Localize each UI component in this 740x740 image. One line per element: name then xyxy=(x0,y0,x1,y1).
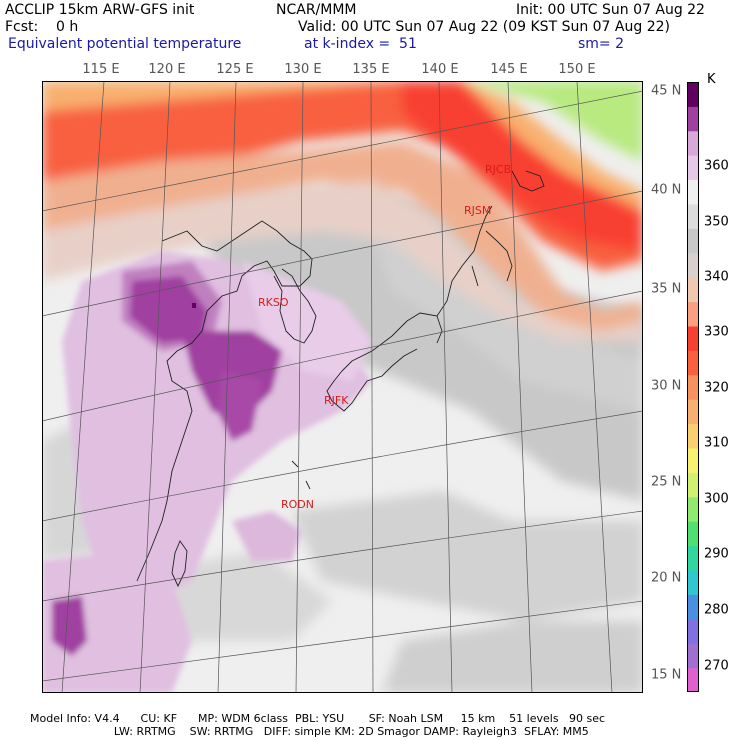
lat-label: 45 N xyxy=(651,83,682,99)
colorbar-segment xyxy=(687,301,699,327)
lon-label: 140 E xyxy=(421,62,459,77)
map-frame xyxy=(42,81,643,693)
lat-label: 25 N xyxy=(651,474,682,490)
graticule xyxy=(42,81,643,693)
colorbar-tick: 280 xyxy=(704,602,729,618)
colorbar-segment xyxy=(687,326,699,351)
forecast-hour: Fcst: 0 h xyxy=(5,19,79,35)
colorbar xyxy=(687,82,699,692)
colorbar-segment xyxy=(687,82,699,107)
colorbar-frame xyxy=(687,82,699,692)
station-label: RKSO xyxy=(258,296,289,309)
colorbar-segment xyxy=(687,179,699,205)
lat-label: 15 N xyxy=(651,667,682,683)
colorbar-segment xyxy=(687,667,699,692)
high-theta-e-field xyxy=(42,251,372,693)
colorbar-tick: 350 xyxy=(704,214,729,230)
lon-label: 135 E xyxy=(352,62,390,77)
colorbar-segment xyxy=(687,570,699,595)
colorbar-segment xyxy=(687,618,699,644)
model-title: ACCLIP 15km ARW-GFS init xyxy=(5,2,195,18)
station-label: RJSM xyxy=(464,204,491,217)
colorbar-unit: K xyxy=(707,72,716,87)
lon-label: 125 E xyxy=(216,62,254,77)
colorbar-segment xyxy=(687,252,699,278)
model-info-line2: LW: RRTMG SW: RRTMG DIFF: simple KM: 2D … xyxy=(30,725,589,738)
colorbar-segment xyxy=(687,350,699,376)
colorbar-segment xyxy=(687,155,699,181)
colorbar-segment xyxy=(687,448,699,473)
lat-label: 40 N xyxy=(651,182,682,198)
colorbar-tick: 270 xyxy=(704,658,729,674)
colorbar-tick: 310 xyxy=(704,435,729,451)
colorbar-segment xyxy=(687,496,699,522)
colorbar-segment xyxy=(687,374,699,400)
colorbar-segment xyxy=(687,130,699,156)
colorbar-tick: 300 xyxy=(704,491,729,507)
colorbar-tick: 340 xyxy=(704,269,729,285)
theta-e-max-pixel xyxy=(192,303,196,308)
colorbar-segment xyxy=(687,277,699,303)
colorbar-tick: 330 xyxy=(704,324,729,340)
station-label: RODN xyxy=(281,498,314,511)
warm-band-field xyxy=(42,81,643,341)
colorbar-segment xyxy=(687,594,699,620)
colorbar-segment xyxy=(687,204,699,229)
colorbar-segment xyxy=(687,399,699,425)
colorbar-segment xyxy=(687,545,699,571)
station-label: RJCB xyxy=(485,163,511,176)
colorbar-tick: 360 xyxy=(704,158,729,174)
lon-label: 150 E xyxy=(558,62,596,77)
lat-label: 30 N xyxy=(651,378,682,394)
model-info-line1: Model Info: V4.4 CU: KF MP: WDM 6class P… xyxy=(30,712,606,725)
colorbar-tick: 320 xyxy=(704,380,729,396)
colorbar-segment xyxy=(687,106,699,132)
valid-time: Valid: 00 UTC Sun 07 Aug 22 (09 KST Sun … xyxy=(298,19,670,35)
station-label: RJFK xyxy=(324,394,349,407)
k-index-label: at k-index = 51 xyxy=(304,36,417,52)
lat-label: 35 N xyxy=(651,281,682,297)
init-time: Init: 00 UTC Sun 07 Aug 22 xyxy=(516,2,705,18)
lon-label: 115 E xyxy=(82,62,120,77)
institution-label: NCAR/MMM xyxy=(276,2,357,18)
field-name: Equivalent potential temperature xyxy=(8,36,242,52)
lon-label: 130 E xyxy=(284,62,322,77)
colorbar-segment xyxy=(687,472,699,498)
theta-e-map: RJCB RJSM RKSO RJFK RODN xyxy=(42,81,643,693)
lon-label: 120 E xyxy=(148,62,186,77)
smoothing-label: sm= 2 xyxy=(578,36,625,52)
colorbar-segment xyxy=(687,643,699,669)
lon-label: 145 E xyxy=(490,62,528,77)
colorbar-segment xyxy=(687,521,699,547)
colorbar-segment xyxy=(687,423,699,449)
station-markers: RJCB RJSM RKSO RJFK RODN xyxy=(258,163,511,511)
colorbar-tick: 290 xyxy=(704,546,729,562)
lat-label: 20 N xyxy=(651,570,682,586)
colorbar-segment xyxy=(687,228,699,254)
coastlines xyxy=(136,170,545,588)
